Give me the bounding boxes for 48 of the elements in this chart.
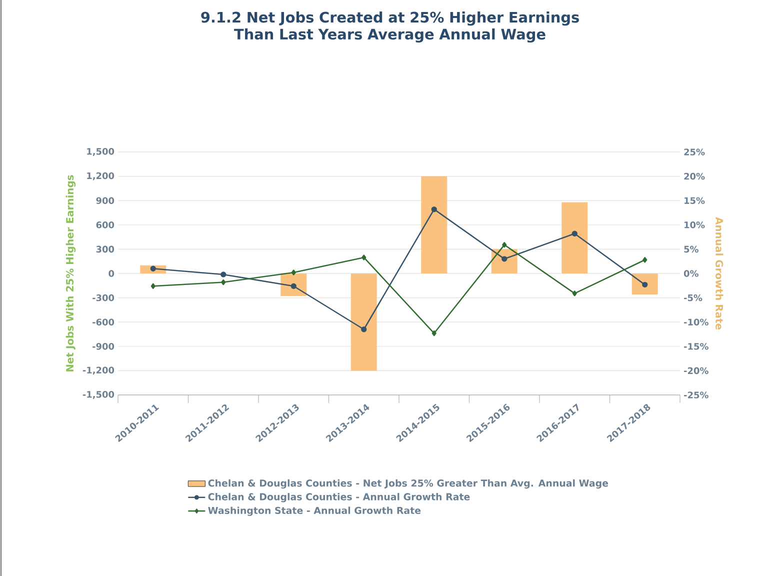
- y-tick-label: 900: [96, 197, 114, 204]
- point: [572, 290, 577, 296]
- y2-tick-label: 25%: [684, 148, 705, 156]
- point: [220, 272, 226, 278]
- y2-tick-label: -25%: [684, 392, 708, 398]
- y2-tick-label: -5%: [684, 294, 702, 302]
- point: [150, 283, 156, 289]
- y-tick-label: -300: [92, 294, 114, 302]
- y2-tick-label: 10%: [684, 222, 705, 228]
- y-tick-label: -1,500: [82, 391, 114, 399]
- y2-tick-label: -10%: [684, 318, 708, 326]
- chart-title: 9.1.2 Net Jobs Created at 25% Higher Earnings Than Last Years Average Annual Wage: [201, 12, 579, 43]
- y-tick-label: 300: [96, 246, 114, 253]
- y2-tick-label: -20%: [684, 367, 708, 374]
- legend-label: Chelan & Douglas Counties - Annual Growth Rate: [208, 493, 470, 502]
- y-axis-title: Net Jobs With 25% Higher Earnings: [66, 175, 76, 372]
- y2-tick-label: 5%: [684, 246, 698, 253]
- point: [642, 257, 648, 263]
- y2-tick-label: 15%: [684, 197, 705, 204]
- point: [361, 326, 367, 332]
- point: [150, 266, 156, 272]
- legend-label: Washington State - Annual Growth Rate: [208, 506, 421, 516]
- point: [291, 270, 296, 276]
- point: [432, 330, 436, 336]
- point: [362, 254, 366, 260]
- y-tick-label: 0: [108, 270, 114, 277]
- y-tick-label: -900: [92, 342, 114, 350]
- y2-tick-label: 0%: [684, 270, 698, 277]
- y2-tick-label: 20%: [684, 172, 705, 180]
- bar: [632, 273, 658, 295]
- point: [221, 279, 226, 286]
- point: [572, 230, 578, 236]
- y-tick-label: -1,200: [82, 366, 114, 375]
- point: [642, 282, 648, 288]
- y-tick-label: 1,500: [87, 148, 114, 156]
- bar: [421, 176, 448, 274]
- point: [431, 206, 437, 212]
- legend-label: Chelan & Douglas Counties - Net Jobs 25% Greater Than Avg. Annual Wage: [208, 479, 608, 489]
- bar: [562, 202, 588, 274]
- y-tick-label: 1,200: [87, 172, 114, 180]
- y-tick-label: 600: [96, 221, 114, 228]
- y2-axis-title: Annual Growth Rate: [716, 217, 724, 330]
- point: [502, 242, 507, 248]
- point: [290, 283, 296, 289]
- y2-tick-label: -15%: [684, 342, 708, 350]
- bar: [350, 273, 377, 371]
- point: [502, 256, 508, 262]
- y-tick-label: -600: [92, 318, 114, 326]
